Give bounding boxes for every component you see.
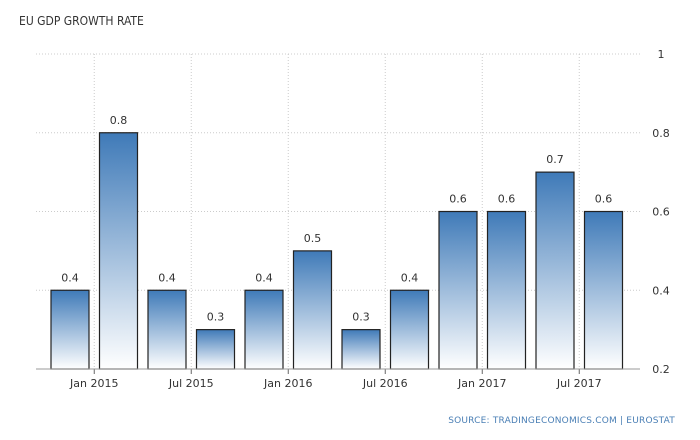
y-tick-label: 0.6 [652, 206, 670, 219]
x-tick-label: Jan 2017 [457, 377, 506, 390]
bar-value-label: 0.6 [498, 193, 516, 206]
bar-value-label: 0.8 [110, 114, 128, 127]
source-note: SOURCE: TRADINGECONOMICS.COM | EUROSTAT [448, 416, 675, 426]
bars [51, 133, 623, 369]
bar [51, 290, 89, 369]
bar [391, 290, 429, 369]
bar [245, 290, 283, 369]
bar [148, 290, 186, 369]
x-tick-label: Jul 2017 [556, 377, 602, 390]
bar-value-label: 0.6 [595, 193, 613, 206]
bar-value-label: 0.3 [352, 311, 370, 324]
y-tick-label: 0.8 [652, 127, 670, 140]
bar [585, 212, 623, 370]
x-tick-label: Jan 2015 [69, 377, 118, 390]
bar [100, 133, 138, 369]
bar-value-label: 0.7 [546, 153, 564, 166]
x-tick-label: Jan 2016 [263, 377, 312, 390]
bar-value-label: 0.4 [158, 271, 176, 284]
bar [488, 212, 526, 370]
bar [294, 251, 332, 369]
y-tick-label: 0.4 [652, 284, 670, 297]
bar [197, 330, 235, 369]
bar [342, 330, 380, 369]
bar-value-label: 0.5 [304, 232, 322, 245]
x-tick-label: Jul 2015 [168, 377, 214, 390]
data-labels: 0.4 0.8 0.4 0.3 0.4 0.5 0.3 0.4 0.6 0.6 0.7 0.6 [61, 114, 612, 324]
bar [439, 212, 477, 370]
bar-value-label: 0.4 [61, 271, 79, 284]
bar-value-label: 0.4 [401, 271, 419, 284]
bar-value-label: 0.3 [207, 311, 225, 324]
bar-value-label: 0.4 [255, 271, 273, 284]
x-tick-label: Jul 2016 [362, 377, 408, 390]
bar-value-label: 0.6 [449, 193, 467, 206]
bar [536, 172, 574, 369]
y-tick-label: 0.2 [652, 363, 670, 376]
y-tick-label: 1 [658, 48, 665, 61]
